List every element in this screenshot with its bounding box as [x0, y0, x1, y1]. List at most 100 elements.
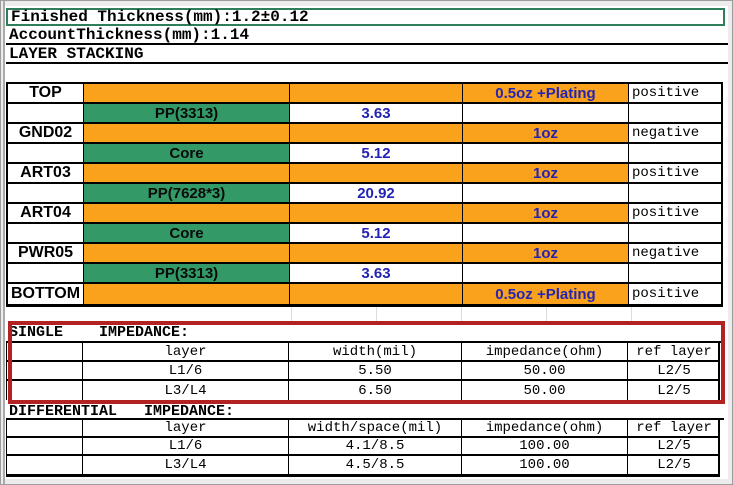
material-cell[interactable]: PP(3313)	[83, 264, 289, 282]
copper-weight-cell[interactable]: 0.5oz +Plating	[462, 84, 628, 102]
column-header-ref-layer[interactable]: ref layer	[627, 420, 720, 436]
polarity-cell[interactable]: positive	[628, 284, 721, 304]
copper-bar-cell[interactable]	[83, 284, 289, 304]
empty-cell[interactable]	[628, 104, 721, 122]
layer-name-cell[interactable]: ART03	[20, 164, 71, 181]
copper-weight-cell[interactable]: 1oz	[462, 164, 628, 182]
copper-bar-cell[interactable]	[289, 284, 462, 304]
empty-cell[interactable]	[7, 420, 82, 436]
material-cell[interactable]: PP(7628*3)	[83, 184, 289, 202]
material-cell[interactable]: Core	[83, 144, 289, 162]
impedance-cell[interactable]: 100.00	[461, 456, 627, 474]
layer-name-cell[interactable]: BOTTOM	[10, 285, 81, 302]
empty-cell[interactable]	[628, 184, 721, 202]
copper-bar-cell[interactable]	[83, 204, 289, 222]
stack-row-material: Core 5.12	[8, 144, 721, 164]
column-header-layer[interactable]: layer	[82, 343, 288, 360]
grid-line	[631, 307, 632, 321]
polarity-cell[interactable]: negative	[628, 244, 721, 262]
thickness-value-cell[interactable]: 5.12	[289, 224, 462, 242]
copper-bar-cell[interactable]	[289, 84, 462, 102]
column-header-layer[interactable]: layer	[82, 420, 288, 436]
stack-row-gnd02: GND02 1oz negative	[8, 124, 721, 144]
grid-line	[546, 307, 547, 321]
account-thickness-cell[interactable]: AccountThickness(mm):1.14	[6, 26, 728, 45]
layer-cell[interactable]: L1/6	[82, 362, 288, 379]
copper-bar-cell[interactable]	[289, 204, 462, 222]
empty-cell[interactable]	[462, 184, 628, 202]
layer-stacking-title-cell[interactable]: LAYER STACKING	[6, 45, 728, 64]
thickness-value-cell[interactable]: 5.12	[289, 144, 462, 162]
ref-layer-cell[interactable]: L2/5	[627, 456, 720, 474]
column-header-impedance[interactable]: impedance(ohm)	[461, 420, 627, 436]
polarity-cell[interactable]: positive	[628, 204, 721, 222]
differential-impedance-title[interactable]: DIFFERENTIAL IMPEDANCE:	[6, 403, 724, 420]
empty-cell[interactable]	[7, 362, 82, 379]
column-header-width-space[interactable]: width/space(mil)	[288, 420, 461, 436]
empty-cell[interactable]	[8, 104, 83, 122]
empty-cell[interactable]	[8, 184, 83, 202]
material-cell[interactable]: Core	[83, 224, 289, 242]
layer-name-cell[interactable]: PWR05	[17, 244, 74, 261]
empty-cell[interactable]	[628, 224, 721, 242]
layer-cell[interactable]: L3/L4	[82, 381, 288, 400]
polarity-cell[interactable]: positive	[628, 84, 721, 102]
ref-layer-cell[interactable]: L2/5	[627, 381, 720, 400]
copper-bar-cell[interactable]	[83, 84, 289, 102]
empty-cell[interactable]	[7, 343, 82, 360]
column-header-width[interactable]: width(mil)	[288, 343, 461, 360]
empty-cell[interactable]	[8, 224, 83, 242]
layer-name-cell[interactable]: TOP	[29, 84, 62, 101]
impedance-cell[interactable]: 100.00	[461, 438, 627, 454]
layer-cell[interactable]: L3/L4	[82, 456, 288, 474]
layer-stack-table: TOP 0.5oz +Plating positive PP(3313) 3.6…	[6, 82, 723, 307]
impedance-data-row: L1/6 4.1/8.5 100.00 L2/5	[7, 438, 718, 456]
empty-cell[interactable]	[7, 381, 82, 400]
thickness-value-cell[interactable]: 3.63	[289, 104, 462, 122]
copper-bar-cell[interactable]	[83, 244, 289, 262]
empty-cell[interactable]	[462, 144, 628, 162]
ref-layer-cell[interactable]: L2/5	[627, 362, 720, 379]
copper-bar-cell[interactable]	[289, 244, 462, 262]
copper-weight-cell[interactable]: 1oz	[462, 204, 628, 222]
empty-cell[interactable]	[8, 144, 83, 162]
ref-layer-cell[interactable]: L2/5	[627, 438, 720, 454]
copper-bar-cell[interactable]	[83, 124, 289, 142]
stack-row-bottom: BOTTOM 0.5oz +Plating positive	[8, 284, 721, 304]
empty-cell[interactable]	[628, 144, 721, 162]
copper-bar-cell[interactable]	[289, 164, 462, 182]
thickness-value-cell[interactable]: 20.92	[289, 184, 462, 202]
width-space-cell[interactable]: 4.1/8.5	[288, 438, 461, 454]
column-header-ref-layer[interactable]: ref layer	[627, 343, 720, 360]
empty-cell[interactable]	[462, 224, 628, 242]
empty-cell[interactable]	[462, 264, 628, 282]
copper-bar-cell[interactable]	[289, 124, 462, 142]
width-space-cell[interactable]: 4.5/8.5	[288, 456, 461, 474]
copper-bar-cell[interactable]	[83, 164, 289, 182]
column-header-impedance[interactable]: impedance(ohm)	[461, 343, 627, 360]
finished-thickness-cell[interactable]: Finished Thickness(mm):1.2±0.12	[6, 8, 725, 26]
empty-cell[interactable]	[462, 104, 628, 122]
copper-weight-cell[interactable]: 0.5oz +Plating	[462, 284, 628, 304]
copper-weight-cell[interactable]: 1oz	[462, 124, 628, 142]
empty-cell[interactable]	[7, 456, 82, 474]
empty-cell[interactable]	[8, 264, 83, 282]
polarity-cell[interactable]: negative	[628, 124, 721, 142]
layer-name-cell[interactable]: ART04	[20, 204, 71, 221]
impedance-cell[interactable]: 50.00	[461, 362, 627, 379]
copper-weight-cell[interactable]: 1oz	[462, 244, 628, 262]
impedance-cell[interactable]: 50.00	[461, 381, 627, 400]
empty-cell[interactable]	[628, 264, 721, 282]
width-cell[interactable]: 5.50	[288, 362, 461, 379]
empty-cell[interactable]	[7, 438, 82, 454]
worksheet-edge-line	[3, 1, 5, 484]
single-impedance-title[interactable]: SINGLE IMPEDANCE:	[6, 324, 724, 343]
thickness-value-cell[interactable]: 3.63	[289, 264, 462, 282]
layer-cell[interactable]: L1/6	[82, 438, 288, 454]
single-impedance-table: layer width(mil) impedance(ohm) ref laye…	[6, 343, 720, 400]
polarity-cell[interactable]: positive	[628, 164, 721, 182]
layer-name-cell[interactable]: GND02	[18, 124, 73, 141]
width-cell[interactable]: 6.50	[288, 381, 461, 400]
stack-row-pwr05: PWR05 1oz negative	[8, 244, 721, 264]
material-cell[interactable]: PP(3313)	[83, 104, 289, 122]
